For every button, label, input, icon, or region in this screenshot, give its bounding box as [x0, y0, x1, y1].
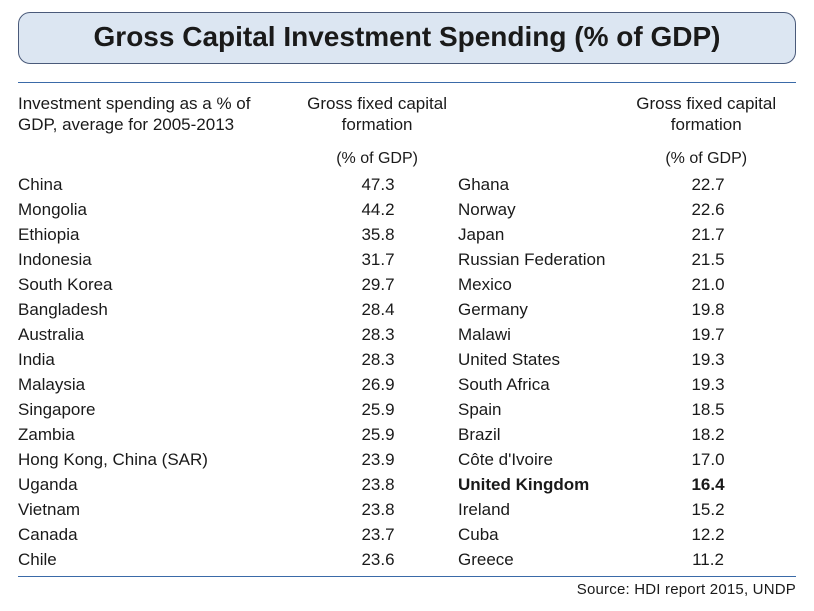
- value-cell: 12.2: [618, 522, 798, 547]
- value-cell: 28.4: [298, 297, 458, 322]
- value-cell: 21.7: [618, 222, 798, 247]
- country-cell: India: [18, 347, 298, 372]
- col-header-right: Gross fixed capital formation: [616, 93, 796, 136]
- value-cell: 28.3: [298, 322, 458, 347]
- country-cell: Malaysia: [18, 372, 298, 397]
- title-box: Gross Capital Investment Spending (% of …: [18, 12, 796, 64]
- right-group: GhanaNorwayJapanRussian FederationMexico…: [458, 172, 798, 572]
- country-cell: Cuba: [458, 522, 618, 547]
- value-cell: 23.8: [298, 472, 458, 497]
- country-cell: Spain: [458, 397, 618, 422]
- value-cell: 25.9: [298, 422, 458, 447]
- country-cell: Uganda: [18, 472, 298, 497]
- country-cell: United Kingdom: [458, 472, 618, 497]
- country-cell: Bangladesh: [18, 297, 298, 322]
- value-cell: 18.2: [618, 422, 798, 447]
- data-table: ChinaMongoliaEthiopiaIndonesiaSouth Kore…: [18, 172, 796, 572]
- country-cell: South Africa: [458, 372, 618, 397]
- col-sublabel-right: (% of GDP): [616, 150, 796, 168]
- country-cell: Mongolia: [18, 197, 298, 222]
- subheader-row: (% of GDP) (% of GDP): [18, 150, 796, 168]
- source-text: Source: HDI report 2015, UNDP: [18, 581, 796, 598]
- header-row: Investment spending as a % of GDP, avera…: [18, 93, 796, 136]
- country-cell: Côte d'Ivoire: [458, 447, 618, 472]
- value-cell: 47.3: [298, 172, 458, 197]
- country-cell: Japan: [458, 222, 618, 247]
- country-cell: Ghana: [458, 172, 618, 197]
- left-group: ChinaMongoliaEthiopiaIndonesiaSouth Kore…: [18, 172, 458, 572]
- value-cell: 25.9: [298, 397, 458, 422]
- value-cell: 16.4: [618, 472, 798, 497]
- value-cell: 18.5: [618, 397, 798, 422]
- country-cell: Indonesia: [18, 247, 298, 272]
- country-cell: Zambia: [18, 422, 298, 447]
- country-cell: China: [18, 172, 298, 197]
- col-sublabel-left: (% of GDP): [297, 150, 457, 168]
- country-cell: Malawi: [458, 322, 618, 347]
- country-cell: Brazil: [458, 422, 618, 447]
- value-cell: 35.8: [298, 222, 458, 247]
- value-cell: 19.3: [618, 347, 798, 372]
- left-values: 47.344.235.831.729.728.428.328.326.925.9…: [298, 172, 458, 572]
- country-cell: Germany: [458, 297, 618, 322]
- value-cell: 19.8: [618, 297, 798, 322]
- value-cell: 19.7: [618, 322, 798, 347]
- value-cell: 17.0: [618, 447, 798, 472]
- rule-top: [18, 82, 796, 83]
- value-cell: 22.7: [618, 172, 798, 197]
- country-cell: Australia: [18, 322, 298, 347]
- country-cell: Hong Kong, China (SAR): [18, 447, 298, 472]
- value-cell: 44.2: [298, 197, 458, 222]
- rule-bottom: [18, 576, 796, 577]
- country-cell: South Korea: [18, 272, 298, 297]
- description: Investment spending as a % of GDP, avera…: [18, 93, 297, 136]
- country-cell: Canada: [18, 522, 298, 547]
- value-cell: 28.3: [298, 347, 458, 372]
- right-countries: GhanaNorwayJapanRussian FederationMexico…: [458, 172, 618, 572]
- value-cell: 19.3: [618, 372, 798, 397]
- country-cell: Ethiopia: [18, 222, 298, 247]
- value-cell: 31.7: [298, 247, 458, 272]
- country-cell: Mexico: [458, 272, 618, 297]
- right-values: 22.722.621.721.521.019.819.719.319.318.5…: [618, 172, 798, 572]
- country-cell: Singapore: [18, 397, 298, 422]
- country-cell: United States: [458, 347, 618, 372]
- value-cell: 21.5: [618, 247, 798, 272]
- value-cell: 21.0: [618, 272, 798, 297]
- value-cell: 22.6: [618, 197, 798, 222]
- value-cell: 23.8: [298, 497, 458, 522]
- value-cell: 11.2: [618, 547, 798, 572]
- page-title: Gross Capital Investment Spending (% of …: [19, 21, 795, 53]
- value-cell: 23.9: [298, 447, 458, 472]
- country-cell: Ireland: [458, 497, 618, 522]
- country-cell: Norway: [458, 197, 618, 222]
- value-cell: 23.7: [298, 522, 458, 547]
- country-cell: Greece: [458, 547, 618, 572]
- country-cell: Russian Federation: [458, 247, 618, 272]
- value-cell: 26.9: [298, 372, 458, 397]
- left-countries: ChinaMongoliaEthiopiaIndonesiaSouth Kore…: [18, 172, 298, 572]
- country-cell: Vietnam: [18, 497, 298, 522]
- col-header-left: Gross fixed capital formation: [297, 93, 457, 136]
- country-cell: Chile: [18, 547, 298, 572]
- value-cell: 29.7: [298, 272, 458, 297]
- value-cell: 23.6: [298, 547, 458, 572]
- value-cell: 15.2: [618, 497, 798, 522]
